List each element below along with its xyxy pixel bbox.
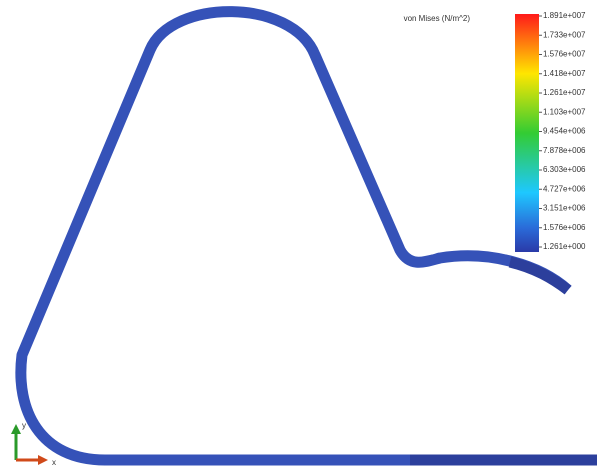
legend-label: 1.261e+007 (543, 88, 586, 97)
legend-label: 1.891e+007 (543, 11, 586, 20)
legend-label: 1.576e+006 (543, 223, 586, 232)
legend-label: 4.727e+006 (543, 184, 586, 193)
y-label: y (22, 421, 26, 430)
legend-label: 1.576e+007 (543, 50, 586, 59)
legend-label: 3.151e+006 (543, 204, 586, 213)
legend-label: 6.303e+006 (543, 165, 586, 174)
legend-label: 9.454e+006 (543, 127, 586, 136)
legend-title: von Mises (N/m^2) (404, 14, 471, 23)
legend-label: 1.733e+007 (543, 30, 586, 39)
legend-label: 7.878e+006 (543, 146, 586, 155)
legend-label: 1.261e+000 (543, 242, 586, 251)
legend-label: 1.418e+007 (543, 69, 586, 78)
beam (21, 12, 597, 460)
y-arrowhead (11, 424, 21, 434)
simulation-view: von Mises (N/m^2) 1.891e+0071.733e+0071.… (0, 0, 597, 471)
color-bar (515, 14, 539, 252)
x-arrowhead (38, 455, 48, 465)
x-label: x (52, 458, 56, 467)
legend-labels: 1.891e+007 1.733e+007 1.576e+007 1.418e+007… (539, 11, 586, 251)
legend-label: 1.103e+007 (543, 107, 586, 116)
